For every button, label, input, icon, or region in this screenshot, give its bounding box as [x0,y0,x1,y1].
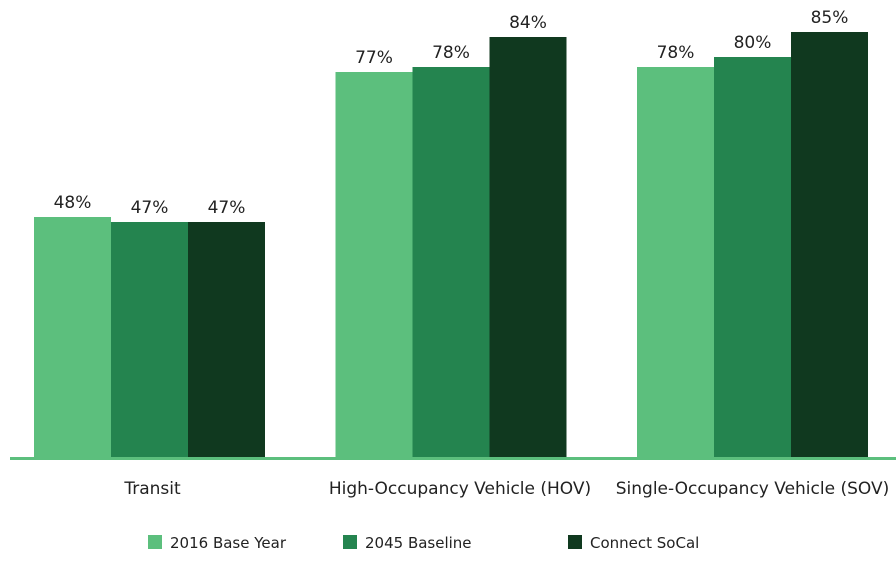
legend-label: 2016 Base Year [170,534,287,552]
bar [111,222,188,457]
data-label: 48% [54,193,92,213]
x-tick-label: High-Occupancy Vehicle (HOV) [328,479,592,499]
bar [714,57,791,457]
legend-swatch [148,535,162,549]
legend-label: 2045 Baseline [365,534,472,552]
legend-swatch [343,535,357,549]
bar [412,67,490,457]
bar [34,217,111,457]
x-tick-label: Transit [124,479,181,499]
data-label: 78% [432,43,470,63]
bar [188,222,265,457]
data-label: 85% [811,8,849,28]
data-label: 78% [657,43,695,63]
bar [335,72,413,457]
data-label: 80% [734,33,772,53]
legend-swatch [568,535,582,549]
bar [637,67,714,457]
legend-label: Connect SoCal [590,534,699,552]
data-label: 47% [208,198,246,218]
bar [791,32,868,457]
data-label: 47% [131,198,169,218]
x-tick-label: Single-Occupancy Vehicle (SOV) [615,479,890,499]
data-label: 84% [509,13,547,33]
data-label: 77% [355,48,393,68]
bar [489,37,567,457]
